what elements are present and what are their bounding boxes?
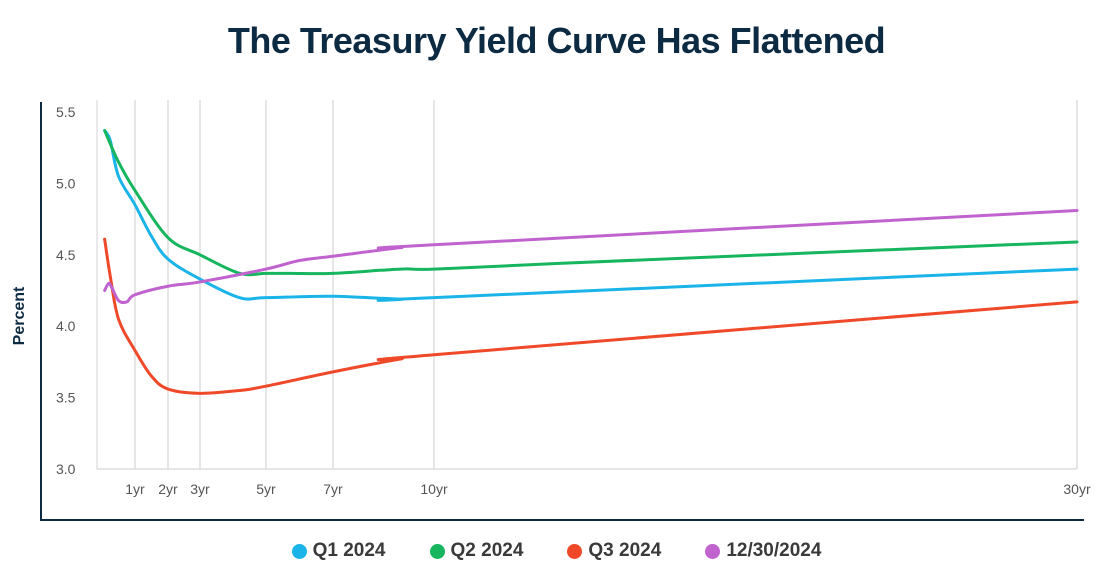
series-line-q2-2024 bbox=[103, 129, 1079, 277]
series-line-q1-2024 bbox=[103, 129, 1079, 302]
y-axis-label: Percent bbox=[11, 286, 28, 345]
series-line-q3-2024 bbox=[103, 237, 1079, 395]
x-tick-label: 30yr bbox=[1063, 481, 1091, 497]
y-tick-label: 3.0 bbox=[56, 461, 76, 477]
legend-swatch bbox=[705, 543, 721, 559]
y-tick-label: 5.0 bbox=[56, 175, 76, 191]
legend-item-q2: Q2 2024 bbox=[429, 540, 524, 562]
series-line-12-30-2024 bbox=[103, 209, 1079, 305]
legend-swatch bbox=[567, 543, 583, 559]
x-tick-label: 10yr bbox=[420, 481, 448, 497]
legend-swatch bbox=[291, 543, 307, 559]
x-tick-label: 1yr bbox=[125, 481, 145, 497]
chart-title: The Treasury Yield Curve Has Flattened bbox=[227, 20, 886, 61]
x-tick-label: 3yr bbox=[190, 481, 210, 497]
legend-label: Q3 2024 bbox=[588, 540, 662, 561]
y-tick-label: 3.5 bbox=[56, 390, 76, 406]
y-tick-label: 4.5 bbox=[56, 247, 76, 263]
x-tick-label: 7yr bbox=[323, 481, 343, 497]
legend-item-q1: Q1 2024 bbox=[291, 540, 386, 562]
y-tick-label: 4.0 bbox=[56, 318, 76, 334]
legend-swatch bbox=[429, 543, 445, 559]
y-tick-label: 5.5 bbox=[56, 104, 76, 120]
legend-item-q3: Q3 2024 bbox=[567, 540, 661, 562]
x-tick-label: 5yr bbox=[256, 481, 276, 497]
legend-label: Q2 2024 bbox=[450, 540, 524, 561]
legend: Q1 2024 Q2 2024 Q3 2024 12/30/2024 bbox=[0, 540, 1113, 562]
x-tick-label: 2yr bbox=[158, 481, 178, 497]
legend-label: 12/30/2024 bbox=[726, 540, 822, 561]
legend-label: Q1 2024 bbox=[312, 540, 386, 561]
legend-item-dec: 12/30/2024 bbox=[705, 540, 821, 562]
